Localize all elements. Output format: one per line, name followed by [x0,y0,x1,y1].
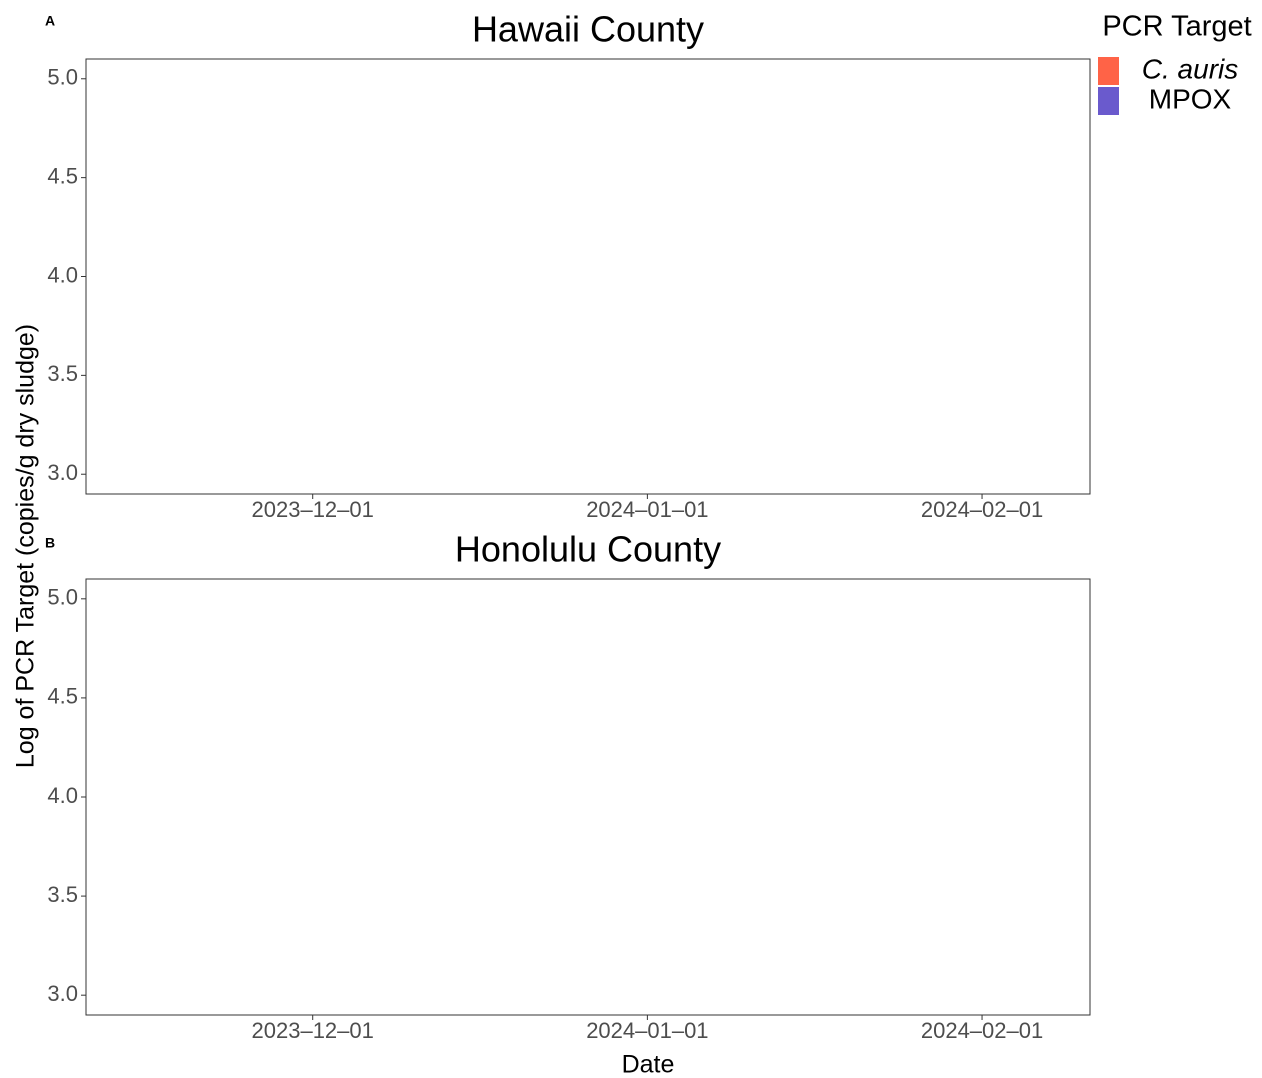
y-tick-label: 3.0 [47,981,78,1006]
legend-title: PCR Target [1102,11,1251,43]
plot-frame [85,578,1091,1016]
y-tick-label: 4.5 [47,684,78,709]
x-tick-label: 2024–02–01 [921,497,1043,522]
legend-label: MPOX [1149,83,1232,114]
plot-frame [85,58,1091,495]
y-tick-label: 4.0 [47,783,78,808]
panel-label: A [45,13,55,29]
y-axis-label: Log of PCR Target (copies/g dry sludge) [12,324,40,768]
x-axis-label: Date [622,1051,675,1078]
legend-swatch [1098,87,1119,115]
y-tick-label: 5.0 [47,65,78,90]
y-tick-label: 4.0 [47,262,78,287]
x-tick-label: 2024–01–01 [586,1018,708,1043]
panel-label: B [45,535,55,551]
y-tick-label: 3.5 [47,882,78,907]
y-tick-label: 4.5 [47,163,78,188]
panel-title: Hawaii County [472,9,704,50]
x-tick-label: 2023–12–01 [252,1018,374,1043]
x-tick-label: 2023–12–01 [252,497,374,522]
y-tick-label: 3.5 [47,361,78,386]
x-tick-label: 2024–01–01 [586,497,708,522]
y-tick-label: 3.0 [47,460,78,485]
panel-title: Honolulu County [455,529,721,570]
y-tick-label: 5.0 [47,585,78,610]
legend-label: C. auris [1142,53,1238,84]
x-tick-label: 2024–02–01 [921,1018,1043,1043]
legend-swatch [1098,57,1119,85]
